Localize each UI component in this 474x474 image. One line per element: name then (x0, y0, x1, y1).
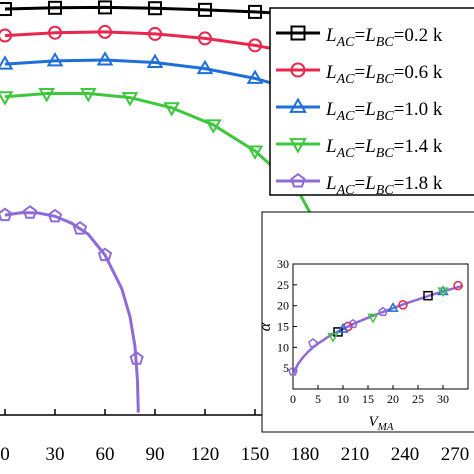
inset-y-tick-label: 20 (277, 299, 289, 313)
legend-label: LAC=LBC=0.2 k (325, 25, 443, 50)
legend-label: LAC=LBC=1.8 k (325, 173, 443, 198)
inset-series-3-point (337, 322, 349, 333)
series-2-point (198, 31, 212, 46)
series-1-point (198, 2, 212, 17)
inset-x-tick-label: 20 (387, 392, 399, 406)
x-tick-label: 30 (46, 444, 65, 465)
series-4-point (204, 119, 222, 134)
inset-series-1-point (423, 290, 433, 301)
inset-y-tick-label: 15 (277, 320, 289, 334)
legend-label: LAC=LBC=0.6 k (325, 62, 443, 87)
legend-marker (290, 62, 306, 78)
inset-x-tick-label: 10 (337, 392, 349, 406)
inset-series-5-point (378, 306, 388, 317)
series-3-point (246, 69, 264, 84)
series-2-point (148, 26, 162, 41)
series-5-point (97, 247, 113, 262)
series-4-point (0, 91, 14, 106)
x-tick-label: 270 (441, 444, 470, 465)
series-4-point (163, 102, 181, 117)
inset-y-axis-label: α (257, 322, 274, 331)
x-tick-label: 210 (341, 444, 370, 465)
legend-marker (289, 138, 307, 154)
inset-series-5-point (288, 366, 298, 376)
series-3-point (0, 55, 14, 70)
inset-x-tick-label: 25 (412, 392, 424, 406)
inset-y-tick-label: 10 (277, 340, 289, 354)
inset-series-3-point (387, 302, 399, 312)
inset-x-tick-label: 15 (362, 392, 374, 406)
series-4-point (246, 145, 264, 160)
legend-label: LAC=LBC=1.0 k (325, 99, 443, 124)
inset-x-tick-label: 30 (437, 392, 449, 406)
inset-series-4-point (327, 332, 339, 343)
inset-box (261, 211, 474, 433)
inset-y-tick-label: 5 (283, 361, 289, 375)
legend-marker (290, 25, 306, 41)
x-tick-label: 90 (146, 444, 165, 465)
series-line-5 (4, 211, 140, 413)
x-tick-label: 180 (291, 444, 320, 465)
series-3-point (46, 51, 64, 67)
series-1-point (148, 1, 162, 16)
legend-marker (290, 172, 306, 188)
inset-x-tick-label: 5 (315, 392, 321, 406)
inset-y-tick-label: 25 (277, 278, 289, 292)
inset-x-axis-label: VMA (368, 414, 393, 433)
series-5-point (0, 207, 13, 222)
x-tick-label: 120 (191, 444, 220, 465)
series-5-point (72, 221, 88, 235)
series-5-point (22, 205, 38, 219)
series-4-point (79, 87, 97, 103)
series-3-point (96, 51, 114, 66)
inset-chart: 5 10 15 20 25 30 0 5 10 15 20 25 30 α VMA (257, 211, 474, 433)
series-1-point (248, 4, 262, 19)
legend-marker (289, 97, 307, 113)
x-tick-label: 240 (391, 444, 420, 465)
x-tick-label: 0 (0, 444, 10, 465)
series-4-point (38, 87, 56, 103)
inset-series-2-point (453, 280, 463, 291)
x-tick-label: 150 (241, 444, 270, 465)
x-tick-label: 60 (96, 444, 115, 465)
series-2-point (98, 24, 112, 39)
series-2-point (248, 38, 262, 53)
series-1-point (0, 2, 12, 17)
series-5-point (47, 208, 63, 223)
series-2-point (48, 25, 62, 40)
inset-series-5-point (308, 338, 318, 348)
series-3-point (196, 59, 214, 75)
series-2-point (0, 28, 12, 43)
inset-series-5-point (348, 318, 358, 329)
legend: LAC=LBC=0.2 k LAC=LBC=0.6 k LAC=LBC=1.0 k L… (269, 7, 474, 198)
inset-series-2-point (398, 300, 408, 310)
series-4-point (121, 92, 139, 107)
series-3-point (146, 53, 164, 68)
series-5-point (129, 351, 144, 365)
series-1-point (48, 0, 62, 15)
legend-label: LAC=LBC=1.4 k (325, 136, 443, 161)
inset-series-4-point (367, 313, 379, 324)
inset-series-4-point (437, 287, 449, 298)
inset-y-tick-label: 30 (277, 257, 289, 271)
series-1-point (98, 0, 112, 15)
inset-x-tick-label: 0 (290, 392, 296, 406)
